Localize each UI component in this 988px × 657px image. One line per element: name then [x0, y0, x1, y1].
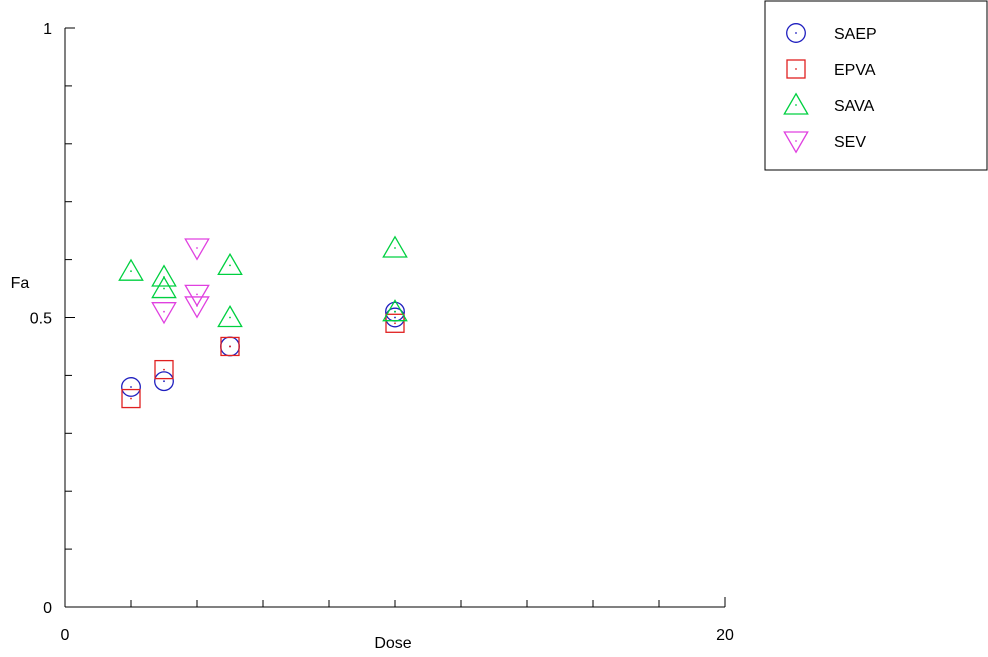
- series-sava: [118, 235, 408, 328]
- legend-marker-sava: [783, 92, 809, 115]
- data-point-epva: [154, 359, 174, 380]
- data-point-epva: [220, 336, 240, 357]
- series-sev: [151, 238, 210, 325]
- legend-item-saep: SAEP: [786, 23, 877, 43]
- legend-item-sev: SEV: [783, 131, 866, 154]
- legend-label: SAVA: [834, 98, 875, 115]
- x-tick-label: 20: [716, 627, 734, 644]
- data-point-epva: [121, 388, 141, 409]
- data-point-sava: [382, 235, 408, 258]
- legend-label: EPVA: [834, 62, 876, 79]
- series-epva: [121, 313, 405, 409]
- x-axis-ticks: 0 20: [61, 597, 734, 644]
- data-point-sava: [217, 304, 243, 328]
- x-axis-label: Dose: [374, 635, 411, 652]
- data-point-sev: [184, 238, 210, 261]
- data-point-sava: [151, 276, 177, 299]
- data-point-saep: [154, 371, 174, 392]
- y-axis-label: Fa: [11, 275, 30, 292]
- data-markers: [118, 235, 408, 409]
- legend-marker-sev: [783, 131, 809, 154]
- plot-area: 00.51 0 20: [30, 21, 734, 644]
- data-point-sava: [217, 252, 243, 276]
- legend-marker-saep: [786, 23, 806, 43]
- legend: SAEP EPVA SAVA SEV: [764, 0, 988, 171]
- y-axis-ticks: 00.51: [30, 21, 75, 617]
- legend-items: SAEP EPVA SAVA SEV: [783, 23, 877, 154]
- data-point-sava: [151, 264, 177, 287]
- data-point-sava: [118, 258, 144, 281]
- data-point-sava: [382, 299, 408, 322]
- data-point-sev: [151, 302, 177, 325]
- legend-item-sava: SAVA: [783, 92, 875, 115]
- legend-item-epva: EPVA: [786, 59, 876, 79]
- legend-marker-epva: [786, 59, 806, 79]
- legend-label: SEV: [834, 134, 866, 151]
- data-point-sev: [184, 296, 210, 319]
- data-point-sev: [184, 284, 210, 307]
- y-tick-label: 0: [43, 600, 52, 617]
- series-saep: [121, 301, 405, 397]
- y-tick-label: 0.5: [30, 311, 52, 328]
- y-tick-label: 1: [43, 21, 52, 38]
- data-point-epva: [385, 313, 405, 333]
- x-tick-label: 0: [61, 627, 70, 644]
- data-point-saep: [121, 377, 141, 397]
- legend-label: SAEP: [834, 26, 877, 43]
